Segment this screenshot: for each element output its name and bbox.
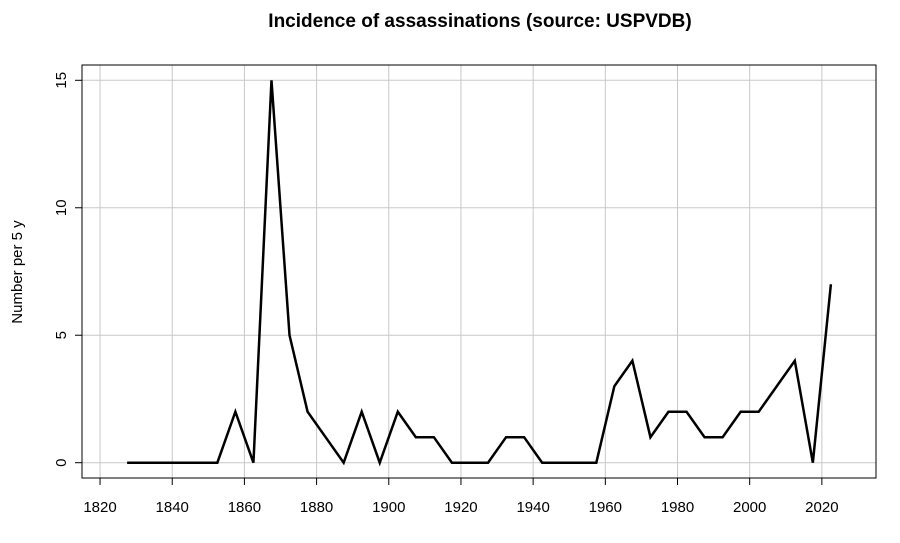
data-line: [127, 80, 833, 467]
x-tick-label: 1960: [589, 499, 622, 516]
x-tick-label: 1840: [156, 499, 189, 516]
chart-title: Incidence of assassinations (source: USP…: [268, 11, 691, 32]
x-tick-label: 1880: [300, 499, 333, 516]
y-tick-label: 0: [53, 459, 70, 467]
x-tick-label: 1900: [372, 499, 405, 516]
x-tick-label: 1860: [228, 499, 261, 516]
x-tick-label: 1980: [661, 499, 694, 516]
x-tick-label: 2020: [805, 499, 838, 516]
y-axis-label: Number per 5 y: [9, 220, 26, 324]
x-tick-label: 1920: [444, 499, 477, 516]
y-tick-label: 10: [53, 199, 70, 216]
x-tick-label: 1940: [516, 499, 549, 516]
y-tick-label: 5: [53, 331, 70, 339]
y-tick-label: 15: [53, 72, 70, 89]
x-tick-label: 2000: [733, 499, 766, 516]
plot-frame: [81, 64, 877, 479]
x-tick-label: 1820: [83, 499, 116, 516]
